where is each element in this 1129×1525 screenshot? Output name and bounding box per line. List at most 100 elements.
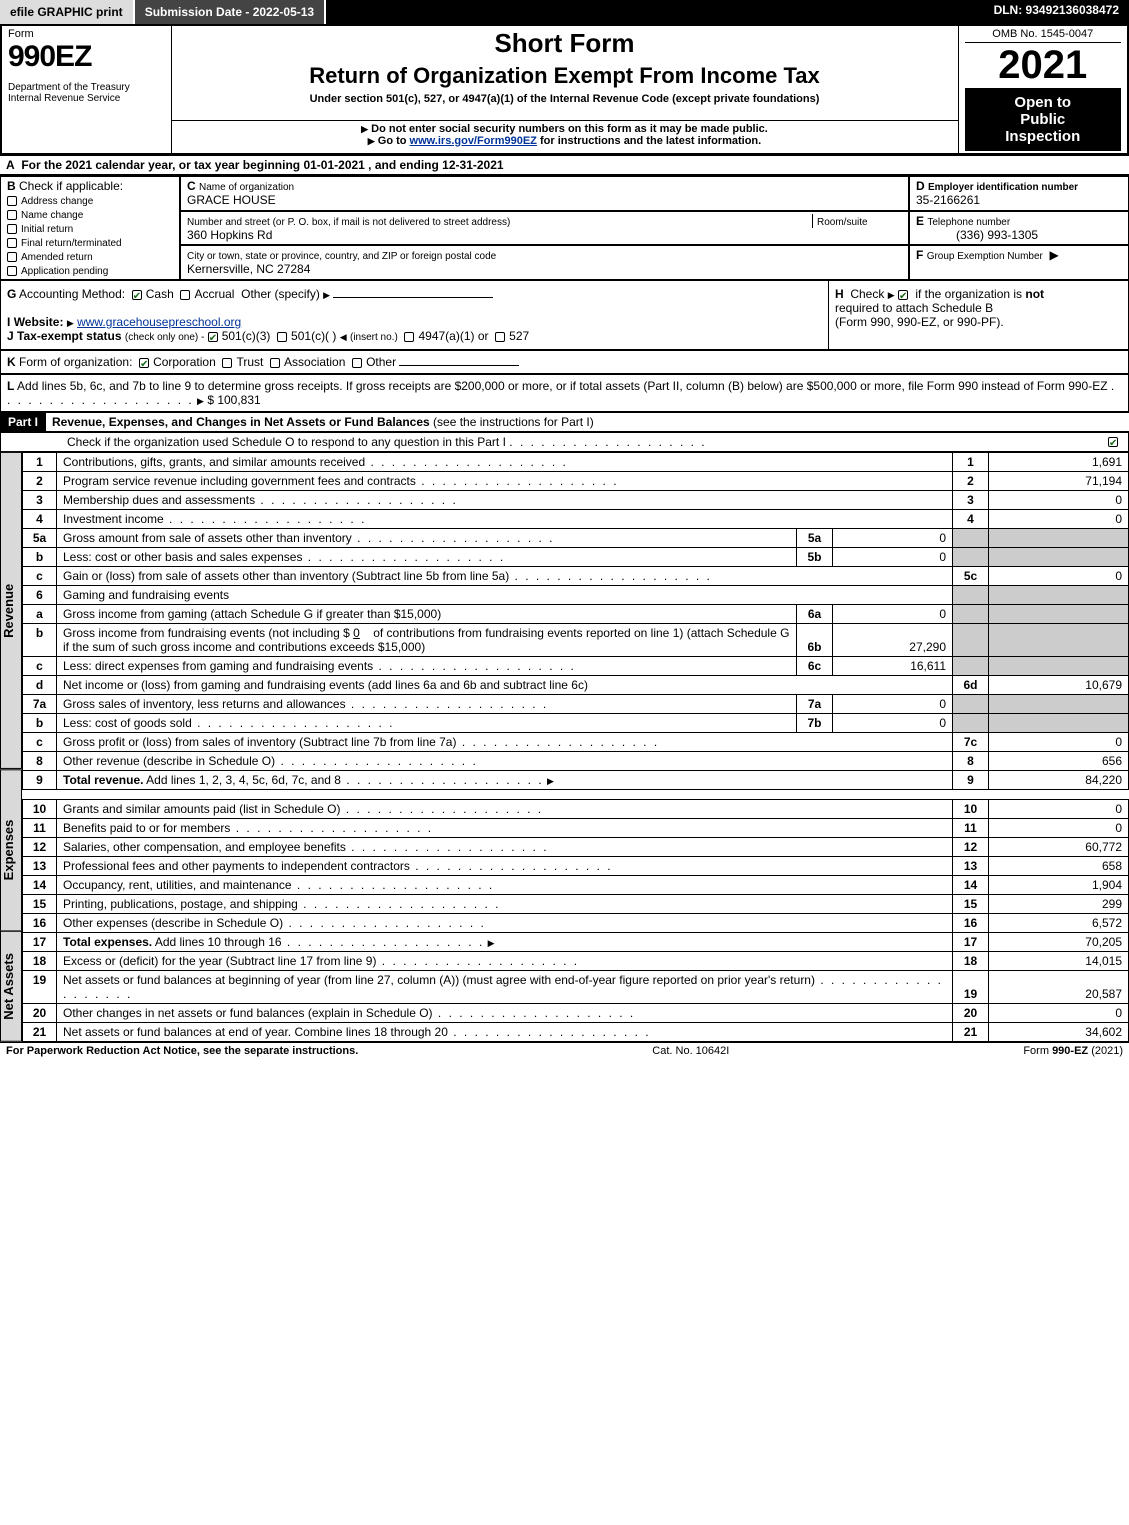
footer-right: Form 990-EZ (2021) bbox=[1023, 1045, 1123, 1057]
omb-number: OMB No. 1545-0047 bbox=[965, 28, 1122, 43]
part-1-header: Part I Revenue, Expenses, and Changes in… bbox=[0, 412, 1129, 432]
letter-j: J bbox=[7, 329, 14, 343]
under-section-note: Under section 501(c), 527, or 4947(a)(1)… bbox=[178, 93, 952, 105]
street-label: Number and street (or P. O. box, if mail… bbox=[187, 217, 510, 228]
header-table: Form 990EZ Department of the Treasury In… bbox=[0, 24, 1129, 155]
line-11: 11Benefits paid to or for members110 bbox=[23, 819, 1129, 838]
h-line3: (Form 990, 990-EZ, or 990-PF). bbox=[835, 315, 1004, 329]
line-5a: 5a Gross amount from sale of assets othe… bbox=[23, 529, 1129, 548]
line-5c: c Gain or (loss) from sale of assets oth… bbox=[23, 567, 1129, 586]
tax-year: 2021 bbox=[965, 43, 1122, 88]
org-info-grid: B Check if applicable: Address change Na… bbox=[0, 175, 1129, 280]
line-1: 1 Contributions, gifts, grants, and simi… bbox=[23, 453, 1129, 472]
line-3: 3 Membership dues and assessments 3 0 bbox=[23, 491, 1129, 510]
letter-k: K bbox=[7, 355, 16, 369]
top-bar: efile GRAPHIC print Submission Date - 20… bbox=[0, 0, 1129, 24]
accounting-method-label: Accounting Method: bbox=[19, 287, 125, 301]
opt-527: 527 bbox=[509, 329, 529, 343]
section-a: A For the 2021 calendar year, or tax yea… bbox=[0, 155, 1129, 175]
line-9: 9 Total revenue. Add lines 1, 2, 3, 4, 5… bbox=[23, 771, 1129, 790]
cb-final-return[interactable] bbox=[7, 238, 17, 248]
website-label: Website: bbox=[14, 315, 64, 329]
cb-address-change[interactable] bbox=[7, 196, 17, 206]
footer-cat-no: Cat. No. 10642I bbox=[652, 1045, 729, 1057]
opt-4947: 4947(a)(1) or bbox=[418, 329, 488, 343]
opt-501c3: 501(c)(3) bbox=[222, 329, 271, 343]
line-7b: b Less: cost of goods sold 7b 0 bbox=[23, 714, 1129, 733]
dept-label: Department of the Treasury bbox=[8, 82, 165, 93]
line-7a: 7a Gross sales of inventory, less return… bbox=[23, 695, 1129, 714]
submission-date-label: Submission Date - 2022-05-13 bbox=[135, 0, 326, 24]
opt-trust: Trust bbox=[236, 355, 263, 369]
opt-name-change: Name change bbox=[21, 210, 83, 221]
cb-initial-return[interactable] bbox=[7, 224, 17, 234]
opt-cash: Cash bbox=[146, 287, 174, 301]
opt-amended-return: Amended return bbox=[21, 252, 93, 263]
line-10: 10Grants and similar amounts paid (list … bbox=[23, 800, 1129, 819]
cb-501c3[interactable] bbox=[208, 332, 218, 342]
section-e: E Telephone number (336) 993-1305 bbox=[909, 211, 1129, 246]
section-d: D Employer identification number 35-2166… bbox=[909, 176, 1129, 211]
cb-name-change[interactable] bbox=[7, 210, 17, 220]
cb-other-org[interactable] bbox=[352, 358, 362, 368]
form-of-org-label: Form of organization: bbox=[19, 355, 132, 369]
ein-value: 35-2166261 bbox=[916, 193, 980, 207]
section-l: L Add lines 5b, 6c, and 7b to line 9 to … bbox=[0, 374, 1129, 412]
open-to-public-box: Open to Public Inspection bbox=[965, 88, 1122, 151]
line-19: 19Net assets or fund balances at beginni… bbox=[23, 971, 1129, 1004]
open-line1: Open to bbox=[1014, 94, 1071, 111]
line-21: 21Net assets or fund balances at end of … bbox=[23, 1023, 1129, 1042]
section-c-city: City or town, state or province, country… bbox=[180, 245, 909, 280]
cb-accrual[interactable] bbox=[180, 290, 190, 300]
cb-schedule-o[interactable] bbox=[1108, 437, 1118, 447]
letter-h: H bbox=[835, 287, 844, 301]
h-not: not bbox=[1025, 287, 1044, 301]
letter-b: B bbox=[7, 179, 16, 193]
cb-4947[interactable] bbox=[404, 332, 414, 342]
cb-application-pending[interactable] bbox=[7, 266, 17, 276]
letter-g: G bbox=[7, 287, 16, 301]
cb-trust[interactable] bbox=[222, 358, 232, 368]
footer-left: For Paperwork Reduction Act Notice, see … bbox=[6, 1045, 358, 1057]
opt-initial-return: Initial return bbox=[21, 224, 73, 235]
line-6b: b Gross income from fundraising events (… bbox=[23, 624, 1129, 657]
opt-other-org: Other bbox=[366, 355, 396, 369]
insert-no: (insert no.) bbox=[350, 332, 398, 343]
cb-cash[interactable] bbox=[132, 290, 142, 300]
line-7c: c Gross profit or (loss) from sales of i… bbox=[23, 733, 1129, 752]
group-exemption-label: Group Exemption Number bbox=[927, 251, 1043, 262]
h-line2: required to attach Schedule B bbox=[835, 301, 993, 315]
line-6: 6 Gaming and fundraising events bbox=[23, 586, 1129, 605]
section-c-street: Number and street (or P. O. box, if mail… bbox=[180, 211, 909, 246]
website-link[interactable]: www.gracehousepreschool.org bbox=[77, 315, 241, 329]
tab-net-assets: Net Assets bbox=[0, 931, 22, 1042]
cb-corporation[interactable] bbox=[139, 358, 149, 368]
part-1-title: Revenue, Expenses, and Changes in Net As… bbox=[52, 415, 430, 429]
letter-i: I bbox=[7, 315, 10, 329]
line-6d: d Net income or (loss) from gaming and f… bbox=[23, 676, 1129, 695]
tax-exempt-note: (check only one) - bbox=[125, 332, 204, 343]
line-16: 16Other expenses (describe in Schedule O… bbox=[23, 914, 1129, 933]
line-13: 13Professional fees and other payments t… bbox=[23, 857, 1129, 876]
cb-schedule-b[interactable] bbox=[898, 290, 908, 300]
cb-association[interactable] bbox=[270, 358, 280, 368]
l-amount: $ 100,831 bbox=[207, 393, 260, 407]
lines-container: Revenue Expenses Net Assets 1 Contributi… bbox=[0, 452, 1129, 1042]
cb-527[interactable] bbox=[495, 332, 505, 342]
goto-note: Go to www.irs.gov/Form990EZ for instruct… bbox=[178, 135, 952, 147]
arrow-icon: ▶ bbox=[1050, 248, 1059, 262]
line-12: 12Salaries, other compensation, and empl… bbox=[23, 838, 1129, 857]
part-1-check-row: Check if the organization used Schedule … bbox=[0, 432, 1129, 452]
part-1-label: Part I bbox=[0, 413, 46, 431]
ein-label: Employer identification number bbox=[928, 182, 1078, 193]
c-name-label: Name of organization bbox=[199, 182, 294, 193]
part-1-check-text: Check if the organization used Schedule … bbox=[67, 435, 506, 449]
tax-exempt-label: Tax-exempt status bbox=[17, 329, 121, 343]
cb-501c[interactable] bbox=[277, 332, 287, 342]
line-6c: c Less: direct expenses from gaming and … bbox=[23, 657, 1129, 676]
cb-amended-return[interactable] bbox=[7, 252, 17, 262]
line-6a: a Gross income from gaming (attach Sched… bbox=[23, 605, 1129, 624]
topbar-spacer bbox=[326, 0, 983, 24]
form-word: Form bbox=[8, 28, 165, 40]
irs-link[interactable]: www.irs.gov/Form990EZ bbox=[410, 135, 537, 147]
